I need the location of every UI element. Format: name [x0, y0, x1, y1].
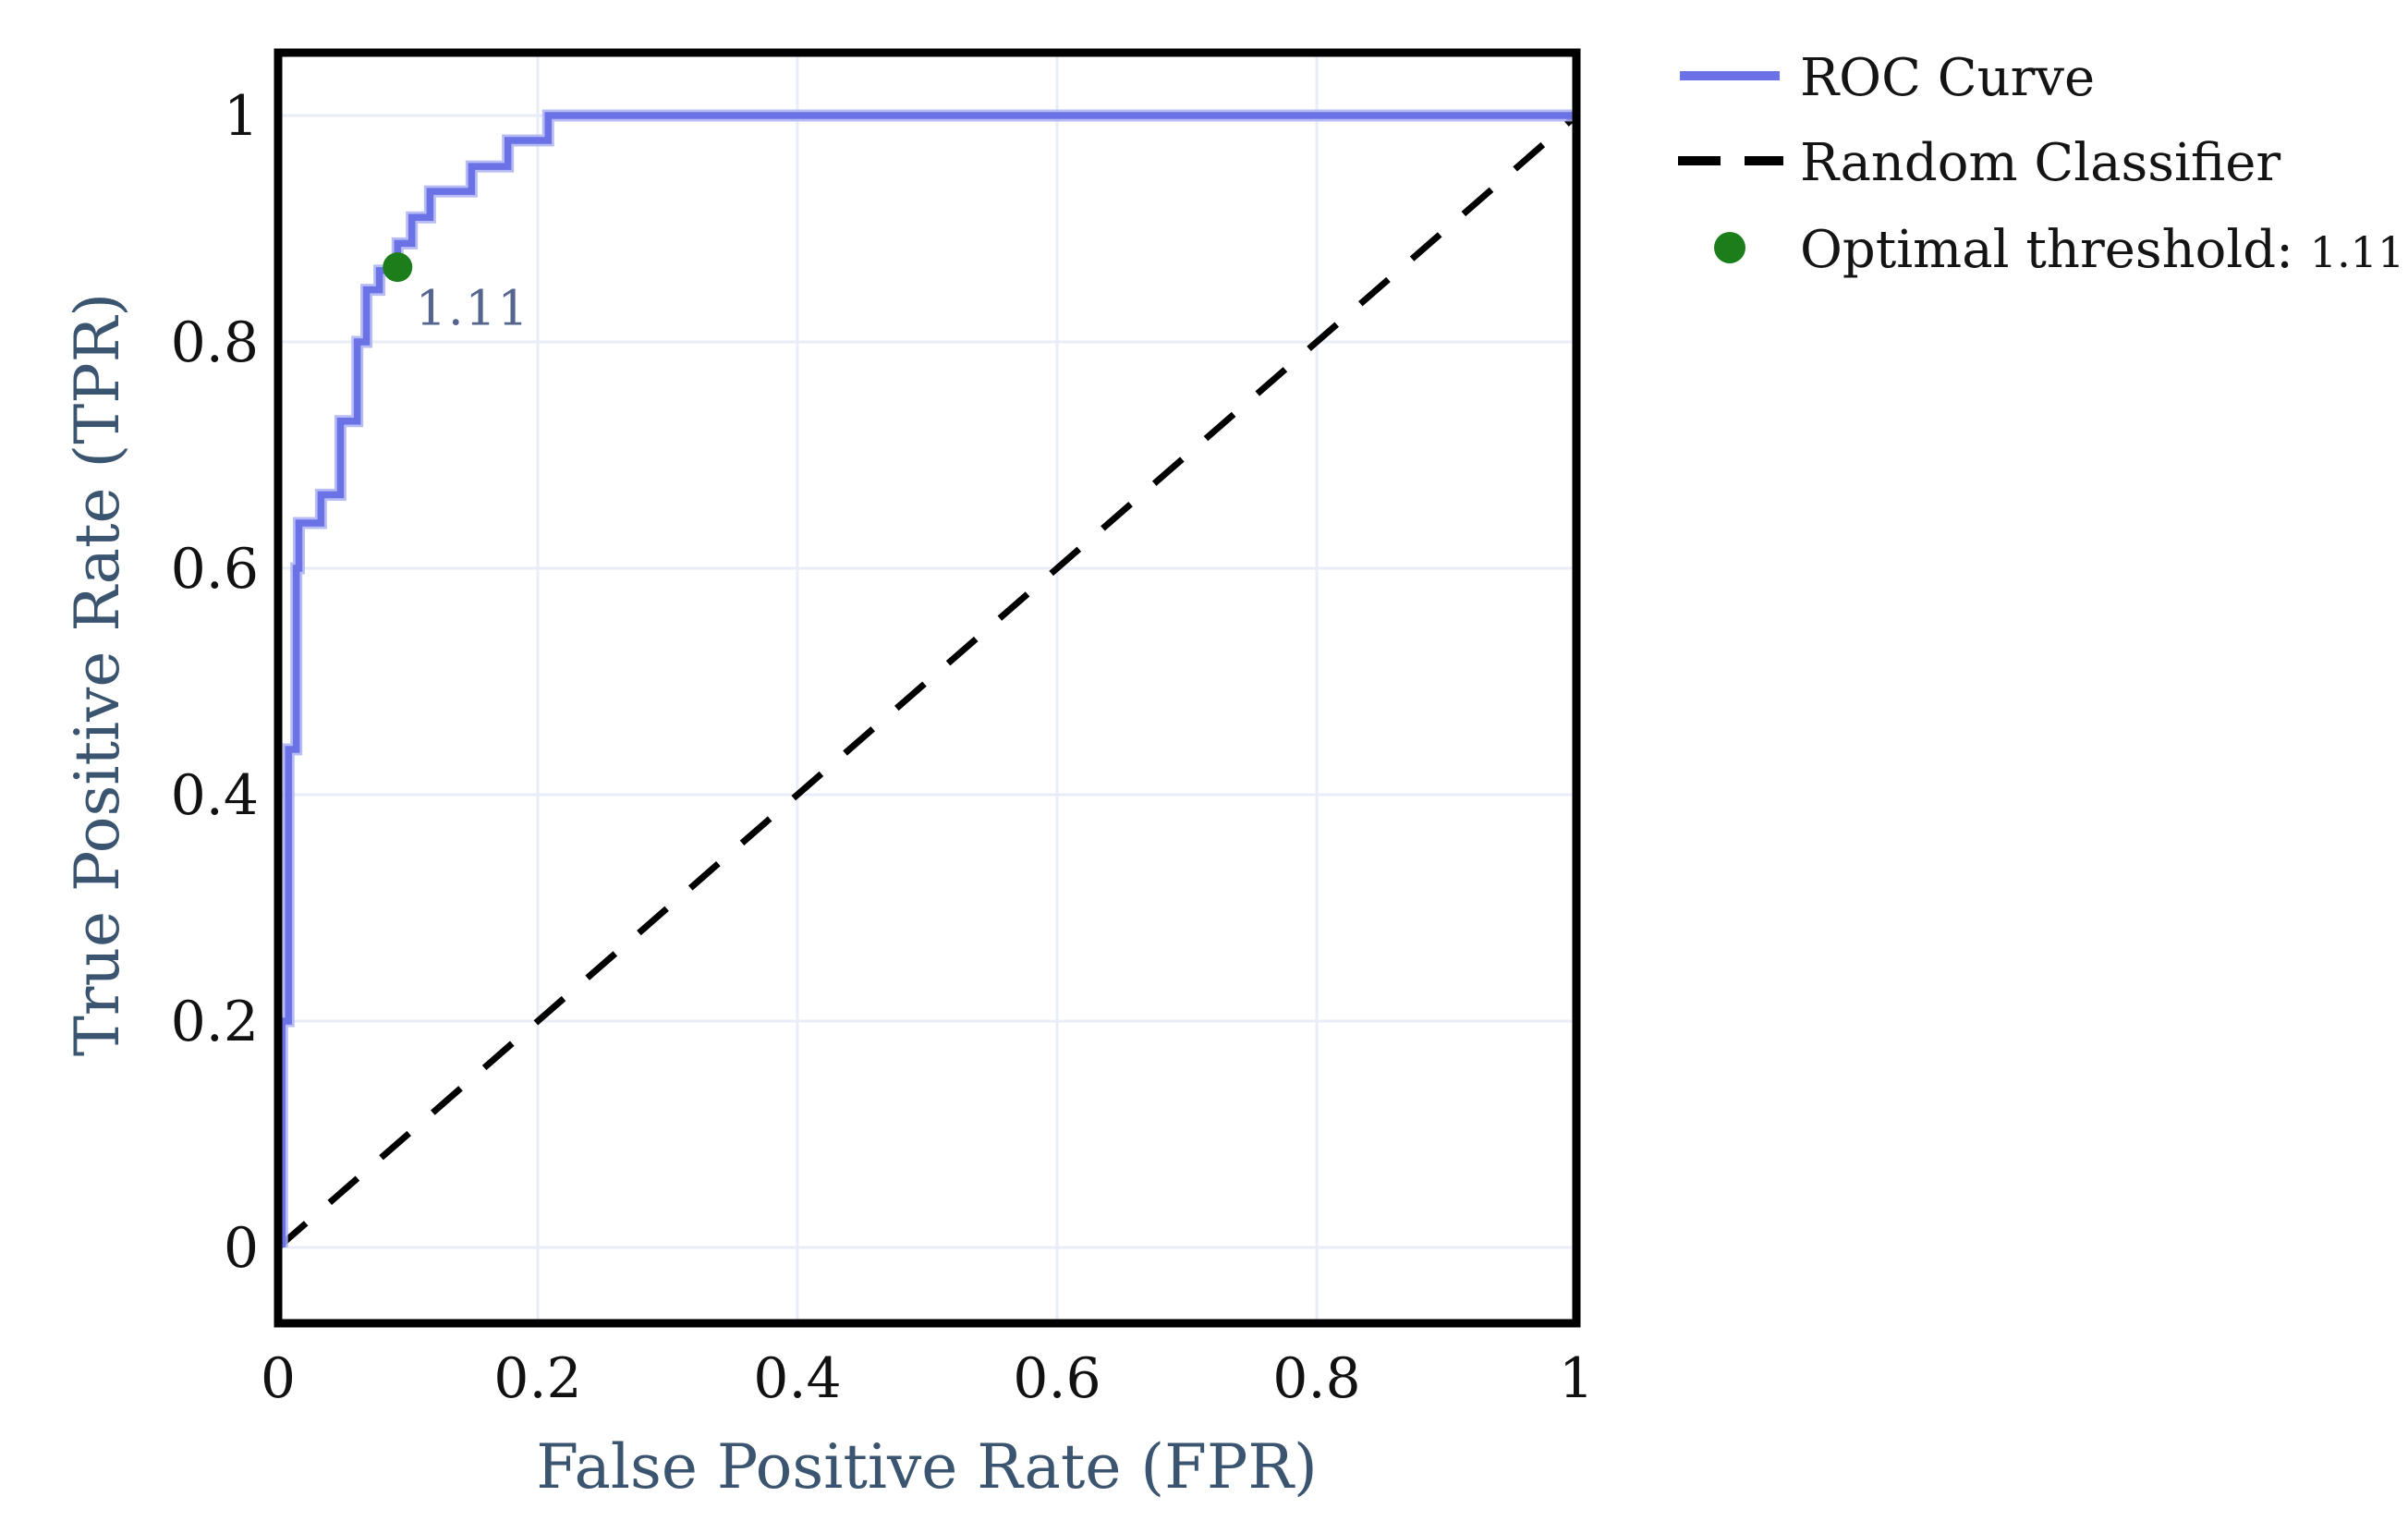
y-axis-title: True Positive Rate (TPR) — [62, 293, 133, 1056]
legend-label-roc-curve: ROC Curve — [1800, 48, 2095, 108]
plot-border — [274, 48, 1581, 1328]
y-tick-label: 0.2 — [171, 990, 259, 1054]
legend-optimal-threshold-value: 1.11 — [2310, 227, 2404, 277]
random-classifier-line — [275, 113, 1579, 1250]
x-tick-label: 0.4 — [753, 1346, 841, 1411]
x-tick-label: 1 — [1559, 1346, 1594, 1411]
y-tick-label: 1 — [224, 84, 259, 149]
roc-curve-path — [278, 112, 1576, 1247]
threshold-annotation: 1.11 — [416, 282, 530, 337]
x-tick-label: 0.2 — [493, 1346, 581, 1411]
x-tick-label: 0.6 — [1013, 1346, 1101, 1411]
legend-label-random-classifier: Random Classifier — [1800, 133, 2280, 193]
axis-ticks: 0 0.2 0.4 0.6 0.8 1 0 0.2 0.4 0.6 0.8 1 — [171, 84, 1595, 1411]
y-tick-label: 0.4 — [171, 763, 259, 828]
gridlines — [276, 53, 1578, 1323]
legend: ROC Curve Random Classifier Optimal thre… — [1678, 48, 2404, 280]
y-tick-label: 0.8 — [171, 310, 259, 375]
y-tick-label: 0 — [224, 1216, 259, 1281]
legend-optimal-threshold-dot-swatch — [1714, 232, 1745, 263]
y-tick-label: 0.6 — [171, 537, 259, 602]
series-layer — [275, 109, 1579, 1250]
x-tick-label: 0.8 — [1272, 1346, 1360, 1411]
optimal-threshold-dot — [383, 252, 413, 283]
x-axis-title: False Positive Rate (FPR) — [536, 1431, 1318, 1503]
legend-label-optimal-threshold: Optimal threshold: 1.11 — [1800, 220, 2404, 280]
x-tick-label: 0 — [261, 1346, 296, 1411]
legend-optimal-threshold-text: Optimal threshold: — [1800, 220, 2310, 280]
